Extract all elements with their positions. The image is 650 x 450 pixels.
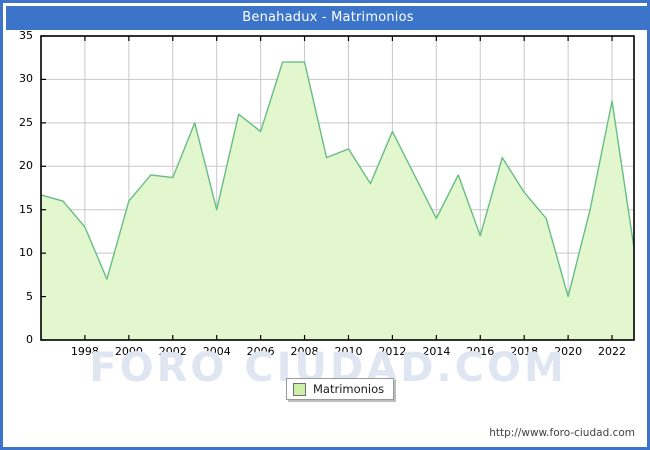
- axis-frame: [40, 35, 635, 341]
- legend-swatch-matrimonios: [293, 382, 306, 396]
- y-axis-tick-label: 10: [19, 246, 33, 260]
- x-axis-tick-label: 2020: [554, 345, 583, 358]
- x-axis-tick-label: 2004: [202, 345, 231, 358]
- legend-label-matrimonios: Matrimonios: [313, 382, 385, 396]
- plot-area: 0 5 10 15 20 25 30 35 1998 2000 2002 2004 2006 2008 2…: [3, 29, 650, 358]
- chart-legend: Matrimonios: [286, 378, 395, 400]
- x-axis-tick-label: 2012: [378, 345, 407, 358]
- y-axis-tick-label: 15: [19, 202, 33, 216]
- y-axis-tick-label: 0: [26, 333, 33, 346]
- tick-marks: [41, 35, 613, 341]
- x-axis-tick-label: 1998: [70, 345, 99, 358]
- x-axis-tick-label: 2018: [510, 345, 539, 358]
- x-axis-tick-label: 2010: [334, 345, 363, 358]
- window-title: Benahadux - Matrimonios: [6, 6, 650, 30]
- y-axis-tick-label: 20: [19, 159, 33, 173]
- series-layer: [40, 61, 635, 341]
- x-axis-tick-label: 2016: [466, 345, 495, 358]
- source-url: http://www.foro-ciudad.com: [489, 427, 635, 439]
- y-axis-tick-label: 5: [26, 289, 33, 303]
- y-axis-tick-label: 30: [19, 72, 33, 86]
- x-axis-tick-label: 2000: [114, 345, 143, 358]
- y-axis-tick-label: 25: [19, 115, 33, 129]
- x-axis-tick-label: 2002: [158, 345, 187, 358]
- x-axis-tick-label: 2008: [290, 345, 319, 358]
- x-axis-tick-label: 2022: [598, 345, 627, 358]
- area-chart-svg: [40, 35, 635, 341]
- x-axis-tick-label: 2014: [422, 345, 451, 358]
- x-axis-tick-label: 2006: [246, 345, 275, 358]
- y-axis-tick-label: 35: [19, 29, 33, 42]
